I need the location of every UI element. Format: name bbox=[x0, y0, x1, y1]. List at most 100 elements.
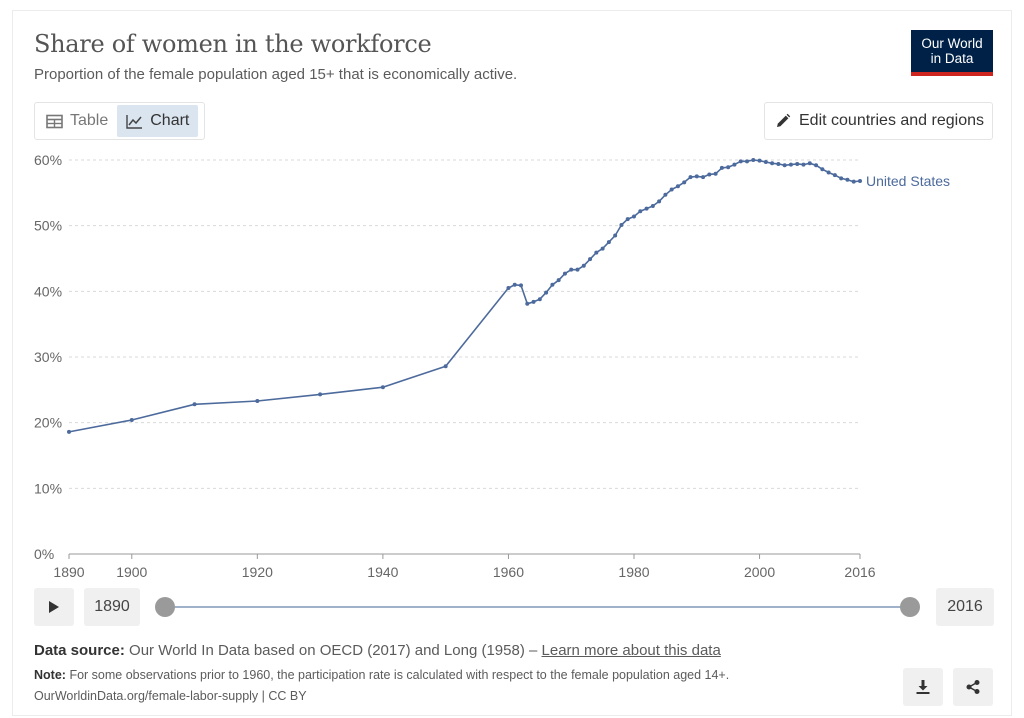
data-point bbox=[719, 165, 724, 170]
chart-title: Share of women in the workforce bbox=[34, 30, 432, 58]
series-line bbox=[68, 159, 861, 433]
view-tabs: Table Chart bbox=[34, 102, 205, 140]
data-point bbox=[738, 159, 743, 164]
data-point bbox=[682, 180, 687, 185]
data-point bbox=[644, 206, 649, 211]
data-point bbox=[763, 159, 768, 164]
tab-chart-label: Chart bbox=[150, 112, 190, 129]
download-icon bbox=[916, 680, 930, 694]
start-year-handle[interactable] bbox=[155, 597, 175, 617]
data-point bbox=[713, 171, 718, 176]
pencil-icon bbox=[777, 113, 791, 127]
data-point bbox=[67, 429, 71, 434]
x-tick-label: 1900 bbox=[116, 564, 147, 580]
tab-table-label: Table bbox=[70, 112, 109, 129]
y-tick-label: 60% bbox=[34, 152, 62, 168]
data-point bbox=[380, 385, 385, 390]
tab-chart[interactable]: Chart bbox=[117, 105, 199, 137]
data-point bbox=[782, 163, 787, 168]
data-point bbox=[569, 267, 574, 272]
source-url[interactable]: OurWorldinData.org/female-labor-supply |… bbox=[34, 689, 307, 703]
data-point bbox=[192, 402, 197, 407]
logo-line-1: Our World bbox=[921, 36, 983, 51]
data-point bbox=[613, 233, 618, 238]
data-point bbox=[525, 301, 530, 306]
data-point bbox=[318, 392, 323, 397]
data-point bbox=[544, 290, 549, 295]
x-tick-label: 1890 bbox=[53, 564, 84, 580]
data-point bbox=[625, 217, 630, 222]
data-point bbox=[550, 282, 555, 287]
data-point bbox=[826, 170, 831, 175]
timeline-controls: 1890 2016 bbox=[34, 588, 994, 628]
data-point bbox=[726, 165, 731, 170]
data-point bbox=[619, 223, 624, 228]
table-icon bbox=[46, 114, 63, 128]
data-point bbox=[575, 267, 580, 272]
play-button[interactable] bbox=[34, 588, 74, 626]
data-point bbox=[531, 299, 536, 304]
data-point bbox=[807, 161, 812, 166]
tab-table[interactable]: Table bbox=[37, 105, 117, 137]
data-point bbox=[745, 159, 749, 164]
logo-line-2: in Data bbox=[930, 51, 974, 66]
data-point bbox=[606, 240, 611, 245]
owid-logo[interactable]: Our World in Data bbox=[911, 30, 993, 76]
data-point bbox=[776, 161, 781, 166]
data-point bbox=[556, 278, 561, 283]
timeline-track[interactable] bbox=[166, 606, 910, 608]
data-point bbox=[519, 283, 523, 288]
data-point bbox=[650, 203, 655, 208]
end-year-handle[interactable] bbox=[900, 597, 920, 617]
x-tick-label: 1920 bbox=[242, 564, 273, 580]
learn-more-link[interactable]: Learn more about this data bbox=[541, 642, 721, 659]
data-point bbox=[845, 177, 850, 182]
data-point bbox=[820, 167, 825, 172]
line-chart-icon bbox=[126, 114, 143, 129]
data-point bbox=[562, 271, 567, 276]
data-point bbox=[732, 162, 737, 167]
y-tick-label: 30% bbox=[34, 349, 62, 365]
data-point bbox=[443, 364, 448, 369]
chart-note: Note: For some observations prior to 196… bbox=[34, 668, 729, 682]
y-tick-label: 40% bbox=[34, 283, 62, 299]
data-point bbox=[129, 418, 134, 423]
x-tick-label: 2016 bbox=[844, 564, 875, 580]
data-point bbox=[788, 162, 793, 167]
download-button[interactable] bbox=[903, 668, 943, 706]
source-text: Our World In Data based on OECD (2017) a… bbox=[129, 642, 538, 659]
x-tick-label: 1960 bbox=[493, 564, 524, 580]
data-point bbox=[688, 175, 693, 180]
note-label: Note: bbox=[34, 668, 66, 682]
y-tick-label: 0% bbox=[34, 546, 54, 562]
data-point bbox=[832, 173, 837, 178]
data-point bbox=[632, 214, 636, 219]
data-point bbox=[701, 175, 706, 180]
data-point bbox=[675, 184, 680, 189]
data-point bbox=[657, 199, 662, 204]
note-text: For some observations prior to 1960, the… bbox=[69, 668, 730, 682]
x-tick-label: 1980 bbox=[618, 564, 649, 580]
chart-subtitle: Proportion of the female population aged… bbox=[34, 66, 518, 83]
share-button[interactable] bbox=[953, 668, 993, 706]
data-point bbox=[512, 282, 517, 287]
data-point bbox=[600, 246, 605, 251]
chart-frame bbox=[12, 10, 1012, 716]
start-year-box[interactable]: 1890 bbox=[84, 588, 140, 626]
data-point bbox=[588, 257, 593, 262]
data-point bbox=[581, 263, 586, 268]
data-point bbox=[255, 398, 260, 403]
data-point bbox=[757, 158, 762, 163]
share-icon bbox=[966, 680, 980, 694]
y-tick-label: 10% bbox=[34, 480, 62, 496]
data-point bbox=[638, 209, 643, 214]
x-tick-label: 1940 bbox=[367, 564, 398, 580]
data-point bbox=[858, 179, 862, 184]
end-year-box[interactable]: 2016 bbox=[936, 588, 994, 626]
data-point bbox=[694, 174, 699, 179]
edit-countries-button[interactable]: Edit countries and regions bbox=[764, 102, 993, 140]
edit-countries-label: Edit countries and regions bbox=[799, 112, 984, 129]
data-point bbox=[795, 161, 800, 166]
data-source: Data source: Our World In Data based on … bbox=[34, 642, 721, 659]
line-chart: 0% 10% 20% 30% 40% 50% 60% 1890 1900 1920 1940 196… bbox=[34, 152, 950, 580]
